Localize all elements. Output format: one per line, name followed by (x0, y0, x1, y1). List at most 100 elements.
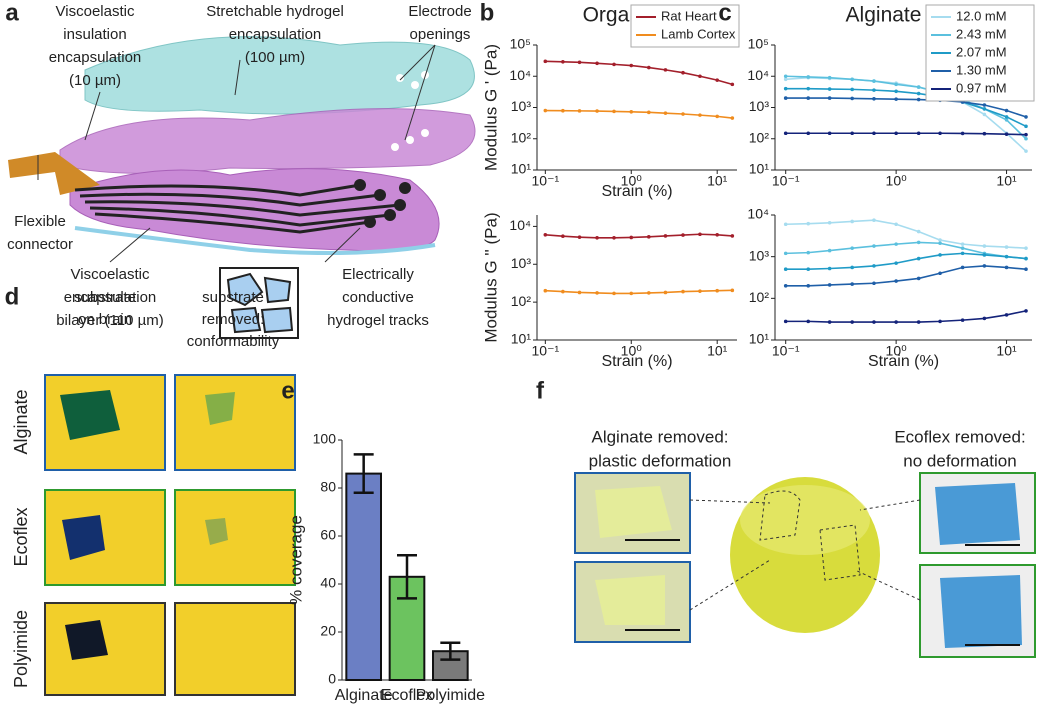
data-point (894, 131, 898, 136)
column-header: substrate (74, 289, 136, 306)
y-tick-label: 20 (320, 623, 336, 639)
data-point (715, 288, 719, 293)
data-point (982, 253, 987, 257)
diagram-label: Electrode (408, 3, 471, 20)
data-point (827, 87, 832, 91)
y-tick-label: 10² (511, 293, 532, 309)
legend-label: Rat Heart (661, 8, 717, 23)
data-point (916, 256, 921, 261)
x-axis-label: Strain (%) (601, 183, 672, 200)
panel-d-photos (44, 374, 296, 696)
data-point (850, 282, 854, 286)
data-point (783, 283, 788, 288)
data-point (938, 241, 942, 246)
data-point (1024, 149, 1028, 153)
diagram-label: Stretchable hydrogel (206, 3, 344, 20)
data-point (806, 221, 811, 226)
data-point (1004, 132, 1009, 136)
data-point (783, 96, 788, 100)
y-tick-label: 10¹ (749, 161, 770, 177)
data-point (872, 131, 876, 136)
y-tick-label: 60 (320, 527, 336, 543)
diagram-label: bilayer (110 µm) (56, 312, 164, 329)
y-tick-label: 10² (749, 289, 770, 305)
diagram-label: (100 µm) (245, 49, 305, 66)
legend-box (925, 4, 1035, 102)
column-header: removed: (202, 311, 265, 328)
data-point (1024, 267, 1028, 272)
y-axis-label: % coverage (286, 515, 305, 605)
data-point (681, 233, 685, 237)
x-tick-label: 10⁰ (886, 343, 908, 359)
data-point (561, 289, 565, 294)
diagram-label: openings (410, 26, 471, 43)
data-point (595, 235, 599, 240)
y-tick-label: 80 (320, 479, 336, 495)
data-point (960, 131, 965, 136)
data-point (827, 320, 832, 324)
diagram-label: encapsulation (49, 49, 142, 66)
series-line (785, 132, 1027, 136)
x-tick-label: Ecoflex (381, 687, 433, 704)
device-diagram (8, 36, 476, 339)
data-point (916, 131, 921, 136)
data-point (916, 91, 921, 96)
diagram-label: insulation (63, 26, 126, 43)
data-point (850, 87, 854, 92)
x-tick-label: 10⁰ (621, 173, 643, 189)
panel-letter: b (480, 0, 495, 26)
column-header: on brain (78, 311, 132, 328)
data-point (872, 264, 876, 268)
data-point (698, 232, 702, 237)
y-tick-label: 10¹ (511, 161, 532, 177)
panel-letter: c (718, 0, 731, 26)
data-point (982, 316, 987, 321)
data-point (982, 107, 987, 111)
y-tick-label: 10³ (749, 247, 770, 263)
data-point (894, 242, 898, 246)
data-point (663, 234, 668, 238)
data-point (1024, 246, 1028, 250)
series-line (545, 109, 733, 119)
data-point (783, 222, 788, 227)
diagram-label: Flexible (14, 213, 66, 230)
column-header: substrate (202, 289, 264, 306)
data-point (1024, 132, 1028, 137)
data-point (894, 82, 898, 87)
x-tick-label: 10¹ (707, 173, 728, 189)
y-tick-label: 10² (749, 129, 770, 145)
data-point (783, 251, 788, 256)
data-point (916, 229, 921, 234)
data-point (577, 109, 582, 113)
data-point (806, 75, 811, 79)
diagram-label: encapsulation (229, 26, 322, 43)
data-point (698, 289, 702, 293)
row-label: Polyimide (11, 610, 31, 688)
data-point (698, 74, 702, 79)
data-point (872, 79, 876, 83)
data-point (681, 289, 685, 294)
data-point (647, 291, 651, 295)
y-axis-label: Modulus G '' (Pa) (481, 212, 500, 342)
data-point (872, 281, 876, 286)
data-point (1004, 108, 1009, 113)
data-point (647, 235, 651, 239)
data-point (982, 112, 987, 117)
data-point (612, 109, 616, 114)
data-point (894, 89, 898, 94)
data-point (827, 131, 832, 136)
data-point (872, 218, 876, 223)
data-point (561, 234, 565, 239)
legend-label: 12.0 mM (956, 8, 1007, 23)
data-point (1004, 115, 1009, 119)
data-point (806, 86, 811, 91)
diagram-label: Viscoelastic (56, 3, 135, 20)
error-bar (397, 553, 417, 600)
y-tick-label: 0 (328, 671, 336, 687)
data-point (543, 232, 548, 237)
diagram-label: (10 µm) (69, 72, 121, 89)
series-line (785, 97, 1027, 118)
data-point (894, 222, 898, 227)
data-point (894, 261, 898, 265)
x-tick-label: Alginate (335, 687, 393, 704)
